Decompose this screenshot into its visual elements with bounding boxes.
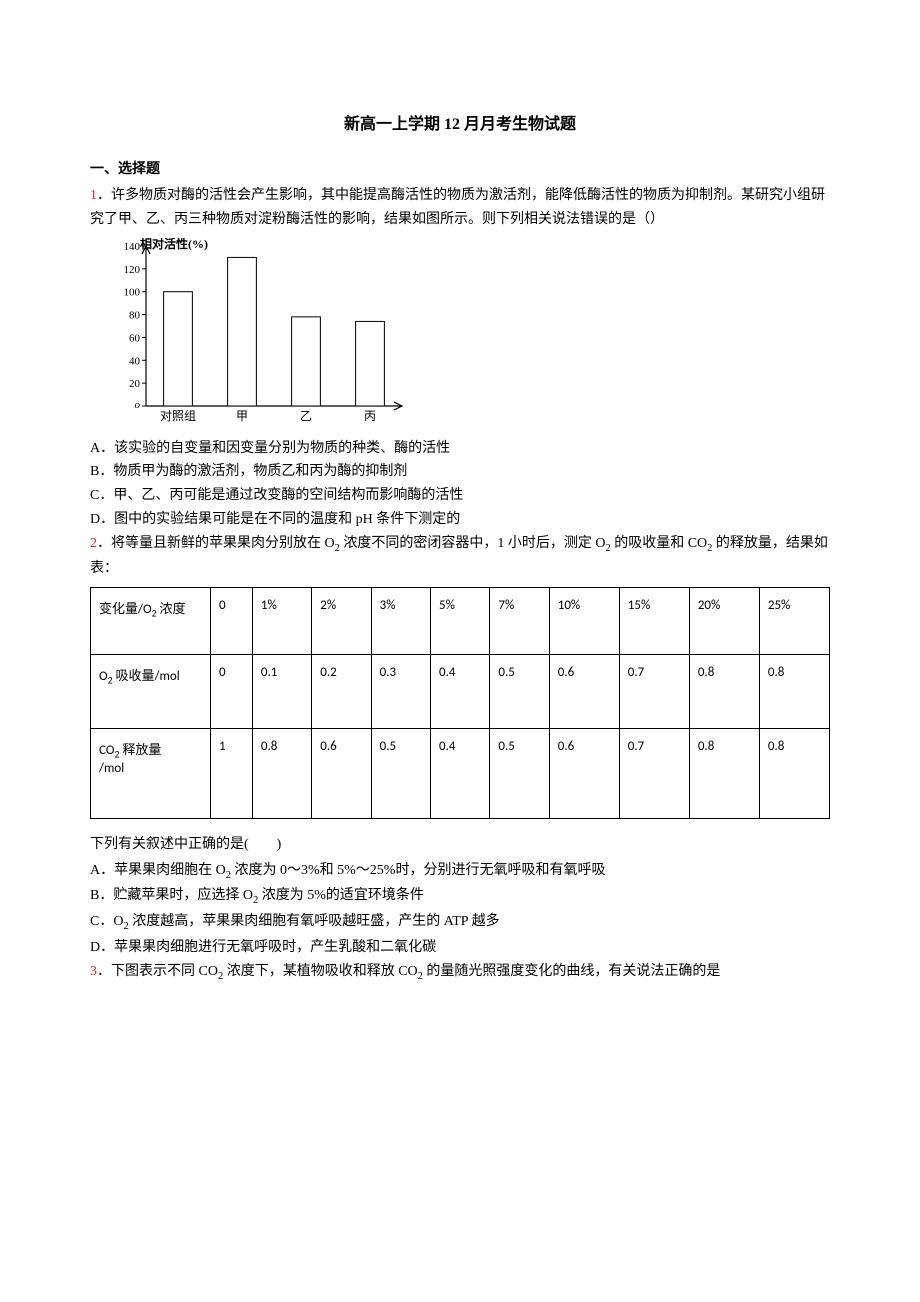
table-cell: 0.6 bbox=[549, 654, 619, 729]
table-header-cell: 10% bbox=[549, 588, 619, 655]
svg-text:40: 40 bbox=[129, 355, 141, 367]
table-header-cell: 25% bbox=[759, 588, 829, 655]
table-cell: 0.7 bbox=[619, 729, 689, 819]
table-cell: 0.7 bbox=[619, 654, 689, 729]
table-header-cell: 7% bbox=[490, 588, 549, 655]
q2-text: 2．将等量且新鲜的苹果果肉分别放在 O2 浓度不同的密闭容器中，1 小时后，测定… bbox=[90, 532, 830, 581]
table-header-cell: 变化量/O2 浓度 bbox=[91, 588, 211, 655]
table-header-cell: 3% bbox=[371, 588, 430, 655]
table-header-cell: 2% bbox=[312, 588, 371, 655]
q2-option-c: C．O2 浓度越高，苹果果肉细胞有氧呼吸越旺盛，产生的 ATP 越多 bbox=[90, 910, 830, 936]
svg-text:o: o bbox=[135, 399, 141, 411]
page-title: 新高一上学期 12 月月考生物试题 bbox=[90, 110, 830, 134]
q2-option-d: D．苹果果肉细胞进行无氧呼吸时，产生乳酸和二氧化碳 bbox=[90, 936, 830, 960]
table-cell: 0.4 bbox=[430, 654, 489, 729]
svg-text:60: 60 bbox=[129, 332, 141, 344]
table-cell: 0.8 bbox=[759, 729, 829, 819]
table-cell: 0.5 bbox=[490, 654, 549, 729]
table-cell: 0.1 bbox=[252, 654, 311, 729]
q3-text: 3．下图表示不同 CO2 浓度下，某植物吸收和释放 CO2 的量随光照强度变化的… bbox=[90, 960, 830, 986]
table-header-cell: 15% bbox=[619, 588, 689, 655]
q2-number: 2 bbox=[90, 536, 97, 551]
q1-option-a: A．该实验的自变量和因变量分别为物质的种类、酶的活性 bbox=[90, 437, 830, 461]
table-row: O2 吸收量/mol00.10.20.30.40.50.60.70.80.8 bbox=[91, 654, 830, 729]
q1-chart: 相对活性(%) o 20 40 60 80 100 120 140 对照组 甲 乙 丙 bbox=[90, 238, 830, 433]
q3-body: ．下图表示不同 CO2 浓度下，某植物吸收和释放 CO2 的量随光照强度变化的曲… bbox=[97, 964, 720, 979]
table-cell: 0.6 bbox=[549, 729, 619, 819]
table-cell: 0.6 bbox=[312, 729, 371, 819]
svg-text:20: 20 bbox=[129, 378, 141, 390]
svg-text:对照组: 对照组 bbox=[160, 409, 196, 423]
svg-text:120: 120 bbox=[124, 263, 141, 275]
table-cell: 0.5 bbox=[490, 729, 549, 819]
table-cell: 0.8 bbox=[759, 654, 829, 729]
table-row: CO2 释放量/mol10.80.60.50.40.50.60.70.80.8 bbox=[91, 729, 830, 819]
table-cell: 1 bbox=[211, 729, 253, 819]
q2-option-a: A．苹果果肉细胞在 O2 浓度为 0～3%和 5%～25%时，分别进行无氧呼吸和… bbox=[90, 859, 830, 885]
table-cell: 0.2 bbox=[312, 654, 371, 729]
svg-text:100: 100 bbox=[124, 286, 141, 298]
svg-text:甲: 甲 bbox=[236, 409, 248, 423]
q2-data-table: 变化量/O2 浓度01%2%3%5%7%10%15%20%25% O2 吸收量/m… bbox=[90, 587, 830, 819]
table-header-cell: 20% bbox=[689, 588, 759, 655]
svg-text:丙: 丙 bbox=[364, 409, 376, 423]
table-cell: 0.8 bbox=[689, 654, 759, 729]
q2-body: ．将等量且新鲜的苹果果肉分别放在 O2 浓度不同的密闭容器中，1 小时后，测定 … bbox=[90, 536, 828, 577]
q2-between: 下列有关叙述中正确的是( ) bbox=[90, 833, 830, 857]
table-cell: CO2 释放量/mol bbox=[91, 729, 211, 819]
table-cell: 0.4 bbox=[430, 729, 489, 819]
table-header-cell: 0 bbox=[211, 588, 253, 655]
svg-text:80: 80 bbox=[129, 309, 141, 321]
q1-text: 1．许多物质对酶的活性会产生影响，其中能提高酶活性的物质为激活剂，能降低酶活性的… bbox=[90, 184, 830, 232]
table-cell: 0.8 bbox=[689, 729, 759, 819]
table-cell: 0.5 bbox=[371, 729, 430, 819]
table-cell: 0.3 bbox=[371, 654, 430, 729]
svg-text:乙: 乙 bbox=[300, 409, 312, 423]
table-header-cell: 1% bbox=[252, 588, 311, 655]
q1-option-b: B．物质甲为酶的激活剂，物质乙和丙为酶的抑制剂 bbox=[90, 460, 830, 484]
svg-text:相对活性(%): 相对活性(%) bbox=[140, 238, 208, 251]
table-header-cell: 5% bbox=[430, 588, 489, 655]
section-heading: 一、选择题 bbox=[90, 158, 830, 178]
q2-option-b: B．贮藏苹果时，应选择 O2 浓度为 5%的适宜环境条件 bbox=[90, 884, 830, 910]
q3-number: 3 bbox=[90, 964, 97, 979]
q1-option-d: D．图中的实验结果可能是在不同的温度和 pH 条件下测定的 bbox=[90, 508, 830, 532]
bar-chart-svg: 相对活性(%) o 20 40 60 80 100 120 140 对照组 甲 乙 丙 bbox=[90, 238, 410, 433]
table-cell: 0.8 bbox=[252, 729, 311, 819]
table-cell: 0 bbox=[211, 654, 253, 729]
table-cell: O2 吸收量/mol bbox=[91, 654, 211, 729]
q1-number: 1 bbox=[90, 188, 97, 203]
svg-text:140: 140 bbox=[124, 241, 141, 253]
q1-body: ．许多物质对酶的活性会产生影响，其中能提高酶活性的物质为激活剂，能降低酶活性的物… bbox=[90, 188, 825, 227]
q1-option-c: C．甲、乙、丙可能是通过改变酶的空间结构而影响酶的活性 bbox=[90, 484, 830, 508]
